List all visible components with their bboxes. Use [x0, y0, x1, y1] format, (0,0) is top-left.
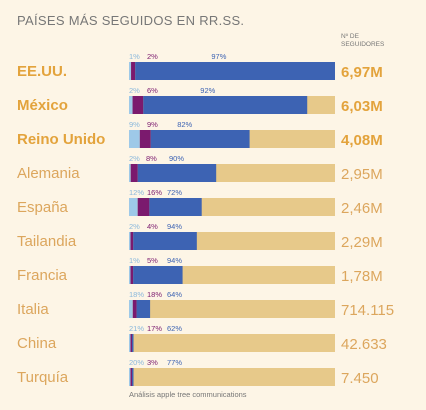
country-label: México — [17, 97, 68, 114]
bar-segment-light — [129, 266, 131, 284]
country-label: China — [17, 335, 57, 352]
bar-segment-blue — [132, 334, 134, 352]
bar-segment-blue — [143, 96, 308, 114]
country-label: Italia — [17, 301, 49, 318]
pct-label: 94% — [167, 256, 182, 265]
pct-label: 1% — [129, 256, 140, 265]
followers-value: 2,29M — [341, 234, 383, 251]
bar-segment-light — [129, 368, 131, 386]
pct-label: 5% — [147, 256, 158, 265]
bar-segment-purple — [132, 300, 137, 318]
pct-label: 16% — [147, 188, 162, 197]
country-label: Tailandia — [17, 233, 77, 250]
bar-segment-light — [129, 130, 140, 148]
country-label: Francia — [17, 267, 68, 284]
bar-segment-blue — [137, 164, 217, 182]
pct-label: 72% — [167, 188, 182, 197]
chart-rows: EE.UU. 1% 2% 97% 6,97M México 2% 6% 92% 6,03M Rein… — [17, 52, 394, 387]
pct-label: 18% — [147, 290, 162, 299]
source-note: Análisis apple tree communications — [129, 390, 247, 399]
chart-title: PAÍSES MÁS SEGUIDOS EN RR.SS. — [17, 13, 244, 28]
pct-label: 20% — [129, 358, 144, 367]
pct-label: 77% — [167, 358, 182, 367]
followers-value: 7.450 — [341, 370, 379, 387]
bar-segment-purple — [130, 266, 134, 284]
pct-label: 9% — [129, 120, 140, 129]
pct-label: 2% — [129, 86, 140, 95]
bar-segment-purple — [130, 334, 132, 352]
bar-segment-blue — [136, 300, 151, 318]
bar-segment-light — [129, 300, 133, 318]
pct-label: 2% — [147, 52, 158, 61]
followers-value: 714.115 — [341, 302, 394, 319]
bar-segment-light — [129, 62, 132, 80]
country-label: Alemania — [17, 165, 80, 182]
bar-segment-blue — [135, 62, 335, 80]
pct-label: 21% — [129, 324, 144, 333]
bar-segment-blue — [149, 198, 202, 216]
bar-track — [129, 334, 335, 352]
pct-label: 2% — [129, 154, 140, 163]
pct-label: 6% — [147, 86, 158, 95]
bar-track — [129, 368, 335, 386]
followers-value: 6,97M — [341, 64, 383, 81]
pct-label: 62% — [167, 324, 182, 333]
pct-label: 4% — [147, 222, 158, 231]
country-label: España — [17, 199, 69, 216]
bar-segment-blue — [150, 130, 250, 148]
followers-header-line2: SEGUIDORES — [341, 41, 385, 48]
bar-segment-purple — [131, 62, 136, 80]
bar-segment-blue — [133, 232, 197, 250]
pct-label: 1% — [129, 52, 140, 61]
bar-segment-purple — [132, 96, 144, 114]
bar-segment-purple — [130, 368, 132, 386]
bar-segment-light — [129, 334, 131, 352]
pct-label: 17% — [147, 324, 162, 333]
pct-label: 9% — [147, 120, 158, 129]
pct-label: 97% — [211, 52, 226, 61]
pct-label: 82% — [177, 120, 192, 129]
bar-segment-blue — [133, 266, 183, 284]
bar-track — [129, 300, 335, 318]
bar-segment-light — [129, 96, 133, 114]
pct-label: 2% — [129, 222, 140, 231]
pct-label: 8% — [146, 154, 157, 163]
pct-label: 12% — [129, 188, 144, 197]
pct-label: 94% — [167, 222, 182, 231]
pct-label: 3% — [147, 358, 158, 367]
bar-segment-purple — [130, 232, 134, 250]
bar-segment-purple — [130, 164, 138, 182]
bar-segment-light — [129, 232, 131, 250]
pct-label: 90% — [169, 154, 184, 163]
bar-segment-blue — [132, 368, 134, 386]
followers-value: 1,78M — [341, 268, 383, 285]
country-label: Turquía — [17, 369, 69, 386]
pct-label: 92% — [200, 86, 215, 95]
followers-value: 6,03M — [341, 98, 383, 115]
followers-value: 4,08M — [341, 132, 383, 149]
bar-segment-light — [129, 164, 131, 182]
followers-value: 2,95M — [341, 166, 383, 183]
bar-segment-light — [129, 198, 138, 216]
bar-segment-purple — [137, 198, 150, 216]
country-label: EE.UU. — [17, 63, 67, 80]
pct-label: 64% — [167, 290, 182, 299]
followers-value: 2,46M — [341, 200, 383, 217]
followers-header-line1: Nº DE — [341, 33, 360, 40]
bar-segment-purple — [139, 130, 151, 148]
country-label: Reino Unido — [17, 131, 105, 148]
pct-label: 18% — [129, 290, 144, 299]
followers-value: 42.633 — [341, 336, 387, 353]
